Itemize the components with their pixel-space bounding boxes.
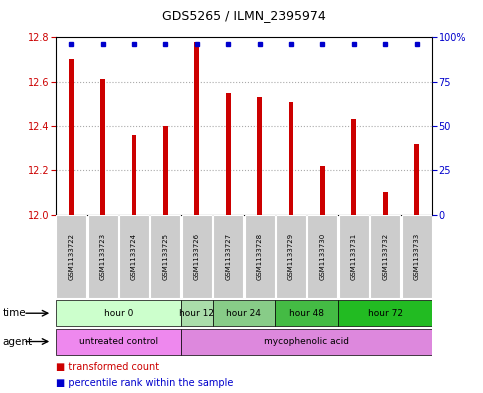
Bar — [56, 215, 86, 298]
Bar — [213, 300, 275, 326]
Text: hour 48: hour 48 — [289, 309, 324, 318]
Text: GSM1133722: GSM1133722 — [68, 233, 74, 280]
Text: hour 24: hour 24 — [227, 309, 261, 318]
Text: ■ transformed count: ■ transformed count — [56, 362, 159, 373]
Bar — [100, 79, 105, 215]
Bar — [163, 126, 168, 215]
Bar — [181, 300, 213, 326]
Bar — [132, 135, 136, 215]
Bar — [226, 93, 230, 215]
Bar — [339, 215, 369, 298]
Bar — [414, 144, 419, 215]
Text: ■ percentile rank within the sample: ■ percentile rank within the sample — [56, 378, 233, 388]
Text: hour 72: hour 72 — [368, 309, 403, 318]
Bar — [56, 329, 181, 354]
Bar — [182, 215, 212, 298]
Text: GSM1133733: GSM1133733 — [413, 233, 420, 281]
Text: untreated control: untreated control — [79, 337, 158, 346]
Text: GSM1133726: GSM1133726 — [194, 233, 200, 280]
Bar — [119, 215, 149, 298]
Text: GSM1133730: GSM1133730 — [319, 233, 326, 281]
Text: GSM1133727: GSM1133727 — [225, 233, 231, 280]
Text: GDS5265 / ILMN_2395974: GDS5265 / ILMN_2395974 — [162, 9, 326, 22]
Bar — [275, 300, 338, 326]
Bar — [181, 329, 432, 354]
Text: hour 12: hour 12 — [179, 309, 214, 318]
Bar — [401, 215, 432, 298]
Bar — [69, 59, 73, 215]
Text: agent: agent — [2, 336, 32, 347]
Text: hour 0: hour 0 — [104, 309, 133, 318]
Bar — [195, 42, 199, 215]
Bar — [307, 215, 338, 298]
Text: mycophenolic acid: mycophenolic acid — [264, 337, 349, 346]
Bar — [150, 215, 181, 298]
Bar — [320, 166, 325, 215]
Bar — [370, 215, 400, 298]
Text: GSM1133728: GSM1133728 — [256, 233, 263, 280]
Bar — [87, 215, 118, 298]
Text: GSM1133731: GSM1133731 — [351, 233, 357, 281]
Text: GSM1133724: GSM1133724 — [131, 233, 137, 280]
Text: GSM1133732: GSM1133732 — [382, 233, 388, 280]
Bar — [352, 119, 356, 215]
Text: GSM1133729: GSM1133729 — [288, 233, 294, 280]
Bar — [244, 215, 275, 298]
Bar — [276, 215, 306, 298]
Bar — [289, 101, 293, 215]
Bar — [257, 97, 262, 215]
Text: time: time — [2, 308, 26, 318]
Bar — [56, 300, 181, 326]
Text: GSM1133725: GSM1133725 — [162, 233, 169, 280]
Bar — [213, 215, 243, 298]
Bar — [338, 300, 432, 326]
Text: GSM1133723: GSM1133723 — [99, 233, 106, 280]
Bar — [383, 193, 387, 215]
